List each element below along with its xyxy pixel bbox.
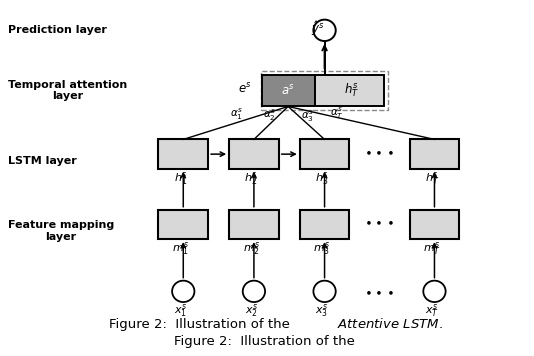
Text: $h_2^s$: $h_2^s$ — [245, 170, 258, 187]
Text: $\alpha_3^s$: $\alpha_3^s$ — [301, 109, 314, 124]
Text: Feature mapping
layer: Feature mapping layer — [8, 220, 114, 242]
Ellipse shape — [313, 20, 336, 41]
Bar — [159, 140, 208, 169]
Text: Prediction layer: Prediction layer — [8, 25, 107, 35]
Bar — [229, 140, 279, 169]
Text: $\alpha_T^s$: $\alpha_T^s$ — [331, 105, 344, 121]
Text: $\hat{y}^s$: $\hat{y}^s$ — [311, 19, 325, 38]
Bar — [261, 70, 388, 110]
Text: $\bullet\bullet\bullet$: $\bullet\bullet\bullet$ — [364, 145, 395, 158]
Text: $x_T^s$: $x_T^s$ — [425, 302, 439, 319]
Text: $m_1^s$: $m_1^s$ — [172, 240, 189, 257]
Text: $h_T^s$: $h_T^s$ — [344, 82, 359, 99]
Text: $e^s$: $e^s$ — [238, 82, 252, 95]
Bar — [300, 210, 349, 239]
Text: $\bullet\bullet\bullet$: $\bullet\bullet\bullet$ — [364, 285, 395, 298]
Text: $\alpha_2^s$: $\alpha_2^s$ — [263, 107, 277, 123]
Text: $x_3^s$: $x_3^s$ — [316, 302, 328, 319]
Text: $h_1^s$: $h_1^s$ — [174, 170, 187, 187]
Text: $\it{Attentive\ LSTM}$.: $\it{Attentive\ LSTM}$. — [337, 317, 443, 331]
Text: $m_T^s$: $m_T^s$ — [423, 240, 441, 257]
Bar — [315, 75, 383, 106]
Ellipse shape — [313, 281, 336, 302]
Text: $\alpha_1^s$: $\alpha_1^s$ — [230, 107, 244, 122]
Ellipse shape — [172, 281, 194, 302]
Text: LSTM layer: LSTM layer — [8, 156, 77, 166]
Ellipse shape — [243, 281, 265, 302]
Text: $x_2^s$: $x_2^s$ — [245, 302, 258, 319]
Text: Figure 2:  Illustration of the: Figure 2: Illustration of the — [175, 335, 359, 348]
Text: $h_T^s$: $h_T^s$ — [425, 170, 439, 187]
Text: $m_3^s$: $m_3^s$ — [313, 240, 331, 257]
Text: Temporal attention
layer: Temporal attention layer — [8, 80, 127, 101]
Bar — [410, 140, 459, 169]
Bar — [159, 210, 208, 239]
Text: $a^s$: $a^s$ — [281, 84, 295, 98]
Bar — [300, 140, 349, 169]
Bar — [410, 210, 459, 239]
Text: Figure 2:  Illustration of the: Figure 2: Illustration of the — [108, 318, 426, 331]
Bar — [229, 210, 279, 239]
Bar — [262, 75, 315, 106]
Text: $m_2^s$: $m_2^s$ — [242, 240, 260, 257]
Text: $x_1^s$: $x_1^s$ — [174, 302, 187, 319]
Text: $h_3^s$: $h_3^s$ — [315, 170, 329, 187]
Text: $\bullet\bullet\bullet$: $\bullet\bullet\bullet$ — [364, 215, 395, 228]
Ellipse shape — [423, 281, 446, 302]
